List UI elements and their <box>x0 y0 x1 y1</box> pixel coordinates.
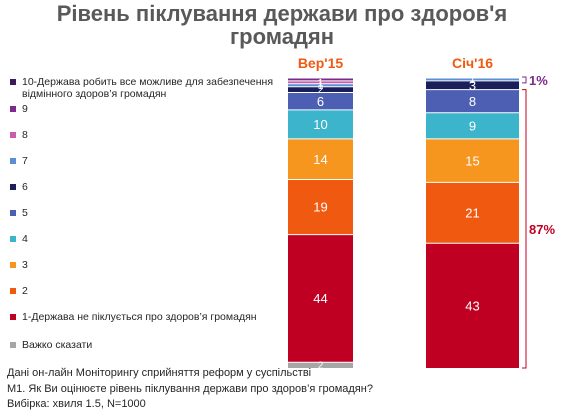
legend-swatch <box>10 79 16 85</box>
legend-label: 6 <box>22 181 28 193</box>
category-label-1: Вер'15 <box>298 55 344 71</box>
legend-swatch <box>10 132 16 138</box>
bar-segment-1-8 <box>288 83 353 87</box>
bar-segment-2-3 <box>426 182 519 244</box>
bar-segment-1-4 <box>288 138 353 180</box>
data-label-2-2: 43 <box>465 298 479 313</box>
bar-segment-1-6 <box>288 92 353 110</box>
legend-label: 4 <box>22 233 28 245</box>
legend-swatch <box>10 342 16 348</box>
bar-segment-1-5 <box>288 109 353 139</box>
bar-segment-2-6 <box>426 89 519 113</box>
data-label-2-5: 9 <box>469 119 476 134</box>
footer-source: Дані он-лайн Моніторингу сприйняття рефо… <box>7 367 312 379</box>
bracket-top-bracket <box>522 76 527 84</box>
legend-swatch <box>10 106 16 112</box>
chart-footer: Дані он-лайн Моніторингу сприйняття рефо… <box>7 366 373 413</box>
bar-segment-1-3 <box>288 179 353 235</box>
bracket-low-label: 87% <box>529 222 555 237</box>
bar-segment-1-2 <box>288 234 353 363</box>
footer-sample: Вибірка: хвиля 1.5, N=1000 <box>7 398 146 410</box>
bracket-top-label: 1% <box>529 73 548 88</box>
legend-label: 9 <box>22 103 28 115</box>
bar-segment-1-1 <box>288 362 353 368</box>
bar-segment-1-7 <box>288 86 353 93</box>
data-label-1-6: 6 <box>317 94 324 109</box>
category-label-2: Січ'16 <box>452 55 493 71</box>
data-label-2-6: 8 <box>469 94 476 109</box>
legend-swatch <box>10 184 16 190</box>
legend-label: 5 <box>22 207 28 219</box>
legend-swatch <box>10 210 16 216</box>
legend-label: Важко сказати <box>22 339 93 351</box>
data-label-1-8: 1 <box>318 81 324 92</box>
legend-label: 2 <box>22 285 28 297</box>
bar-segment-2-4 <box>426 138 519 183</box>
data-label-2-3: 21 <box>465 206 479 221</box>
data-label-1-5: 10 <box>313 117 327 132</box>
bar-segment-2-7 <box>426 80 519 90</box>
legend-swatch <box>10 314 16 320</box>
legend-label: 8 <box>22 129 28 141</box>
legend-label: 7 <box>22 155 28 167</box>
data-label-2-4: 15 <box>465 153 479 168</box>
bar-segment-2-8 <box>426 78 519 81</box>
chart-title-line-1: Рівень піклування держави про здоров'я <box>56 1 508 26</box>
legend-label: 1-Держава не піклується про здоров’я гро… <box>22 311 257 323</box>
data-label-1-1: 2 <box>318 361 324 372</box>
legend-label: 10-Держава робить все можливе для забезп… <box>22 76 274 100</box>
legend-swatch <box>10 236 16 242</box>
data-label-1-4: 14 <box>313 152 327 167</box>
bar-segment-1-10 <box>288 78 353 81</box>
bar-segment-2-5 <box>426 112 519 139</box>
data-label-1-2: 44 <box>313 291 327 306</box>
legend-label: 3 <box>22 259 28 271</box>
data-label-1-7: 2 <box>318 85 324 96</box>
legend-swatch <box>10 288 16 294</box>
data-label-1-3: 19 <box>313 200 327 215</box>
footer-question: М1. Як Ви оцінюєте рівень піклування дер… <box>7 382 373 395</box>
data-label-2-8: 1 <box>470 75 476 86</box>
data-label-2-7: 3 <box>469 78 476 93</box>
bar-segment-1-9 <box>288 80 353 84</box>
bracket-low-bracket <box>522 89 527 369</box>
bar-segment-2-2 <box>426 243 519 368</box>
chart-title-line-2: громадян <box>229 24 335 49</box>
data-label-1-9: 1 <box>318 78 324 89</box>
legend-swatch <box>10 262 16 268</box>
chart-title: Рівень піклування держави про здоров'я г… <box>0 2 564 48</box>
legend-swatch <box>10 158 16 164</box>
